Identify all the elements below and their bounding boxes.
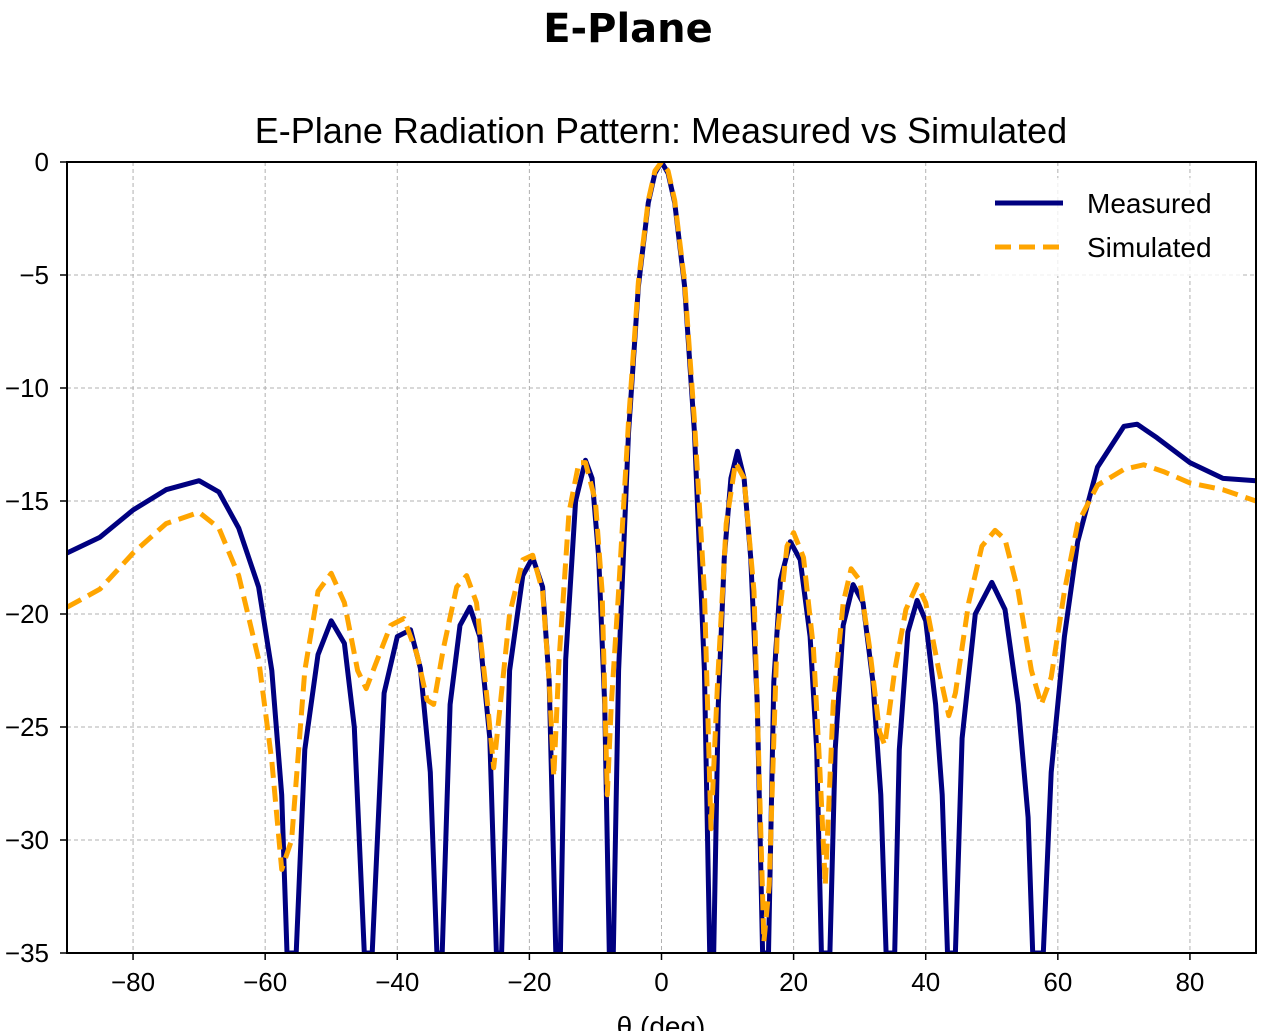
x-tick-label: 0 [654, 967, 668, 997]
chart-title: E-Plane Radiation Pattern: Measured vs S… [255, 110, 1067, 151]
legend-label-simulated: Simulated [1087, 232, 1212, 263]
y-tick-label: −35 [5, 938, 49, 968]
y-tick-label: −5 [19, 260, 49, 290]
ticks: −80 −60 −40 −20 0 20 40 60 80 0 −5 −10 −15 −20 −25 −30 −… [5, 147, 1205, 997]
x-tick-label: −60 [243, 967, 287, 997]
x-tick-label: 20 [779, 967, 808, 997]
x-tick-label: 40 [911, 967, 940, 997]
y-tick-label: −20 [5, 599, 49, 629]
y-tick-label: −30 [5, 825, 49, 855]
legend-label-measured: Measured [1087, 188, 1212, 219]
y-tick-label: −15 [5, 486, 49, 516]
x-tick-label: 60 [1043, 967, 1072, 997]
y-tick-label: −10 [5, 373, 49, 403]
series-layer [67, 162, 1256, 953]
legend-box [980, 178, 1242, 276]
x-tick-label: −80 [111, 967, 155, 997]
legend: Measured Simulated [980, 178, 1242, 276]
x-axis-label: θ (deg) [617, 1011, 706, 1031]
x-tick-label: −40 [375, 967, 419, 997]
x-tick-label: 80 [1175, 967, 1204, 997]
y-tick-label: −25 [5, 712, 49, 742]
page-title: E-Plane [543, 6, 713, 52]
y-tick-label: 0 [35, 147, 49, 177]
series-line-simulated [67, 162, 1256, 945]
x-tick-label: −20 [507, 967, 551, 997]
